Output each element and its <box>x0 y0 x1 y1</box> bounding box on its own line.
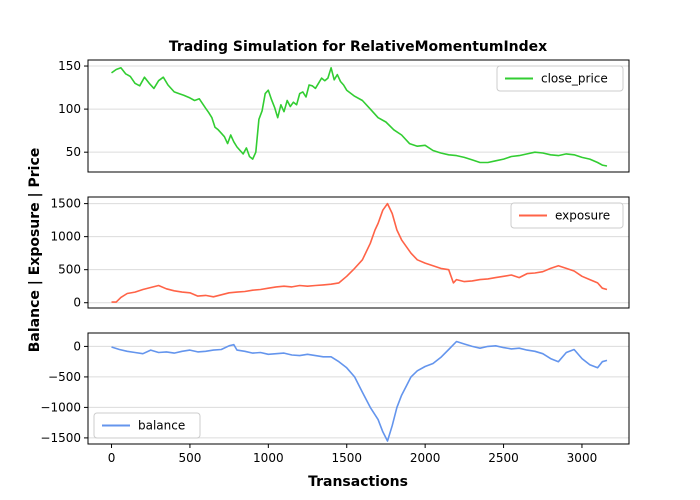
y-tick-label: −1500 <box>40 431 81 445</box>
y-tick-label: 100 <box>58 102 81 116</box>
axes-frame <box>87 196 630 309</box>
panel-exposure: 0 500 1000 1500 exposure <box>50 196 630 310</box>
y-tick-label: −500 <box>48 370 81 384</box>
legend-balance: balance <box>93 412 201 439</box>
x-tick-label: 500 <box>178 451 201 465</box>
legend-close_price: close_price <box>496 65 624 92</box>
y-axis-label: Balance | Exposure | Price <box>27 148 43 353</box>
axes-frame <box>87 332 630 445</box>
y-tick-label: −1000 <box>40 400 81 414</box>
legend-label: close_price <box>541 72 608 86</box>
x-tick-label: 0 <box>108 451 116 465</box>
chart-title: Trading Simulation for RelativeMomentumI… <box>169 39 547 55</box>
x-tick-label: 2500 <box>488 451 519 465</box>
legend-label: exposure <box>555 209 610 223</box>
panel-balance: −1500 −1000 −500 0 balance <box>40 332 630 445</box>
legend-exposure: exposure <box>510 202 624 229</box>
panel-close_price: 50 100 150 close_price <box>58 59 630 173</box>
y-tick-label: 50 <box>66 145 81 159</box>
y-tick-label: 1500 <box>50 197 81 211</box>
x-tick-label: 1500 <box>331 451 362 465</box>
series-line-exposure <box>111 202 608 303</box>
y-tick-label: 0 <box>73 296 81 310</box>
x-tick-label: 3000 <box>567 451 598 465</box>
legend-box <box>93 412 201 439</box>
x-tick-label: 1000 <box>253 451 284 465</box>
legend-label: balance <box>138 419 185 433</box>
chart-panels: 50 100 150 close_price 0 500 1000 1500 exposure −… <box>40 59 630 465</box>
x-tick-label: 2000 <box>410 451 441 465</box>
series-line-balance <box>111 340 608 442</box>
axes-frame <box>87 59 630 173</box>
y-tick-label: 0 <box>73 339 81 353</box>
y-tick-label: 1000 <box>50 230 81 244</box>
y-tick-label: 150 <box>58 59 81 73</box>
legend-box <box>496 65 624 92</box>
x-axis-label: Transactions <box>308 474 408 490</box>
legend-box <box>510 202 624 229</box>
series-line-close_price <box>111 67 608 167</box>
y-tick-label: 500 <box>58 263 81 277</box>
